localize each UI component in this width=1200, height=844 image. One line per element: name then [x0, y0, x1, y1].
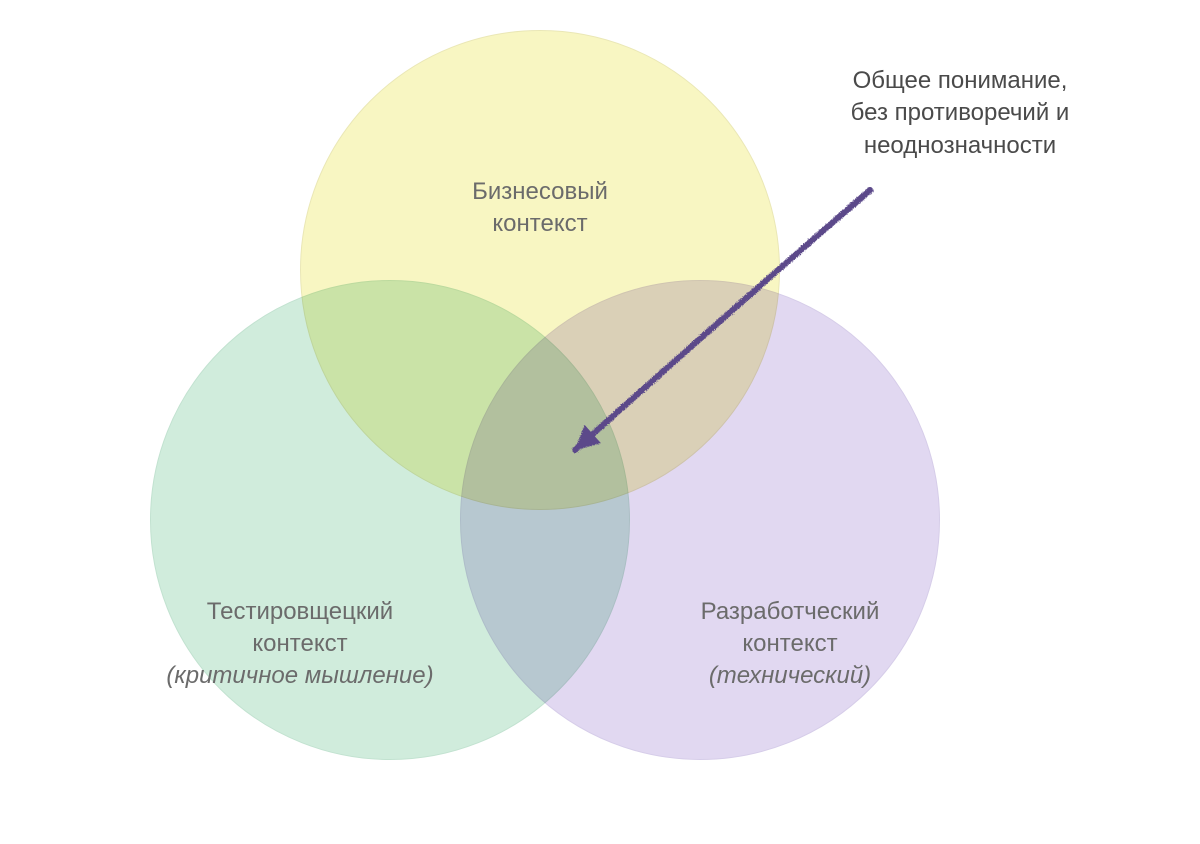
venn-callout-line1: Общее понимание,: [853, 67, 1068, 94]
venn-label-left-context: контекст: [130, 628, 470, 660]
venn-label-left-title: Тестировщецкий: [130, 596, 470, 628]
venn-callout-line3: неоднозначности: [864, 132, 1056, 159]
venn-label-right: Разработческий контекст (технический): [660, 596, 920, 693]
venn-diagram: Бизнесовый контекст Тестировщецкий конте…: [0, 0, 1200, 844]
venn-label-right-sub: (технический): [660, 660, 920, 692]
venn-label-top-sub: контекст: [410, 208, 670, 240]
venn-label-right-context: контекст: [660, 628, 920, 660]
venn-label-left-sub: (критичное мышление): [130, 660, 470, 692]
venn-label-top-title: Бизнесовый: [410, 176, 670, 208]
venn-callout: Общее понимание, без противоречий и неод…: [820, 65, 1100, 162]
venn-label-right-title: Разработческий: [660, 596, 920, 628]
venn-label-top: Бизнесовый контекст: [410, 176, 670, 241]
venn-label-left: Тестировщецкий контекст (критичное мышле…: [130, 596, 470, 693]
venn-callout-line2: без противоречий и: [851, 99, 1070, 126]
